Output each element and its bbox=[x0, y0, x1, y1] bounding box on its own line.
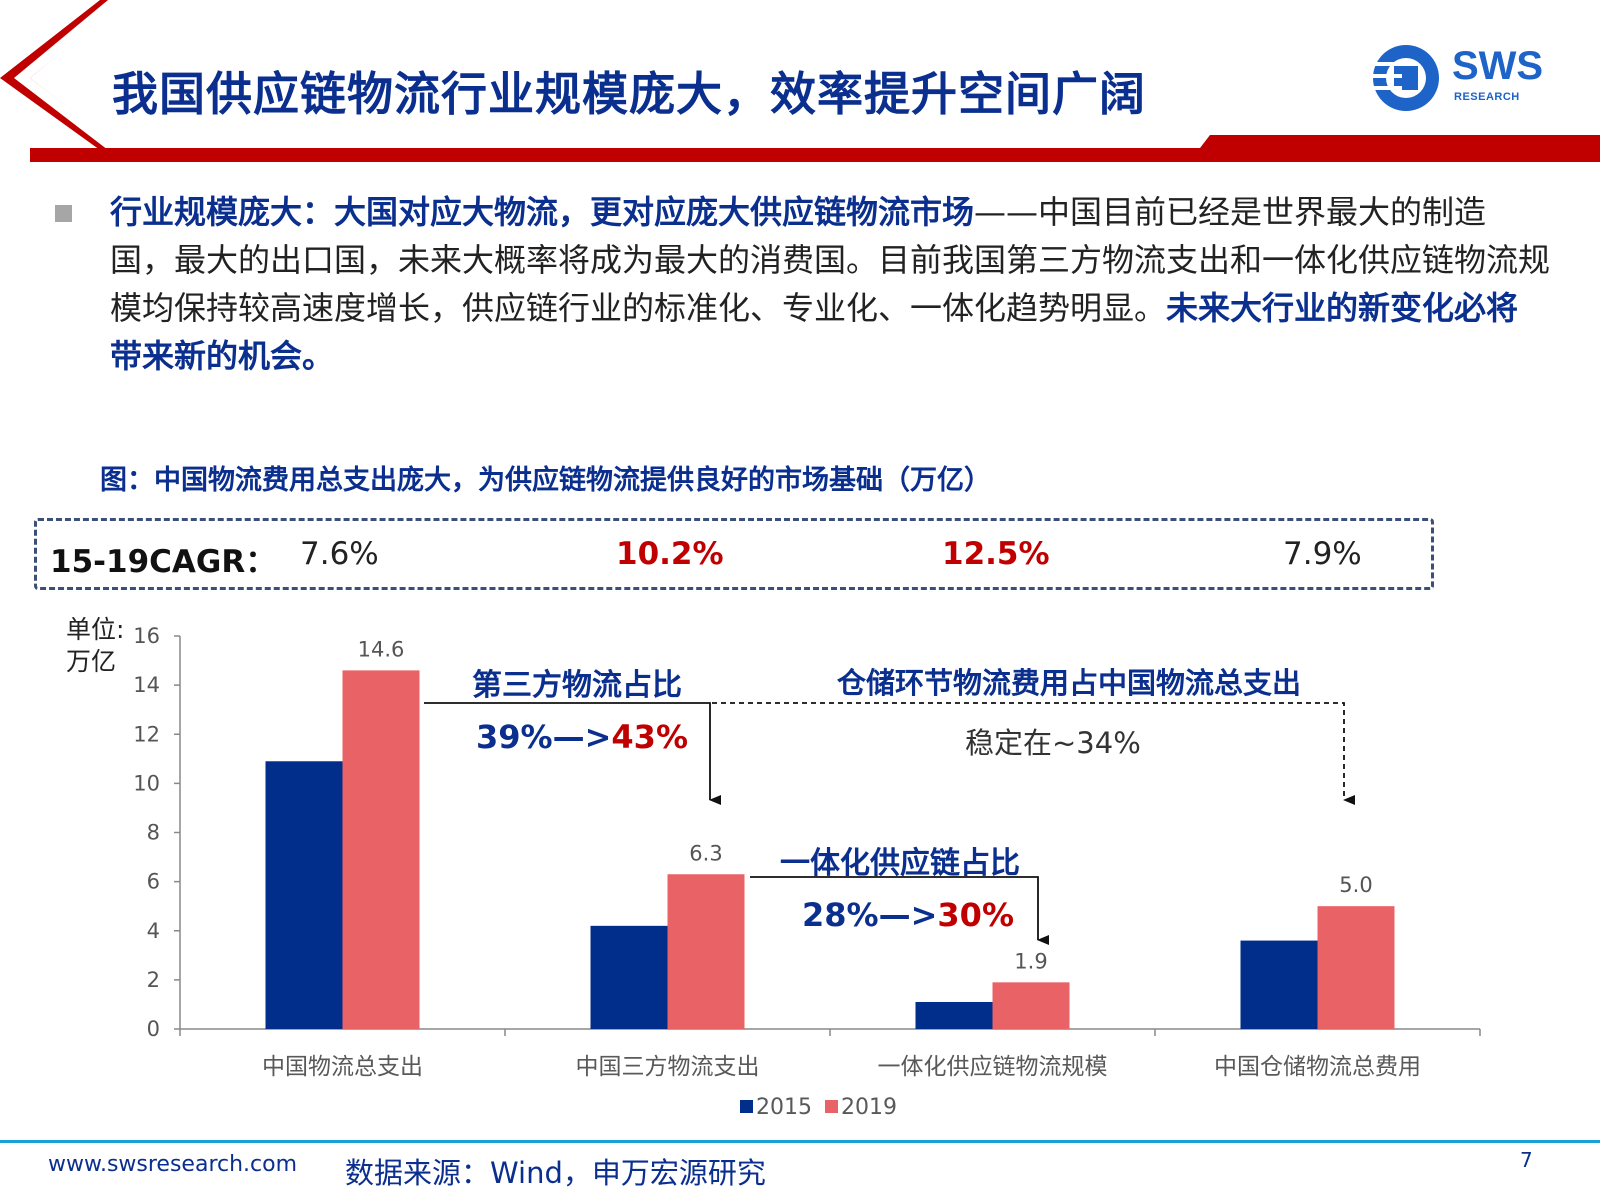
bar-2015-1 bbox=[265, 761, 343, 1029]
bar-2019-3 bbox=[992, 982, 1070, 1029]
data-source: 数据来源：Wind，申万宏源研究 bbox=[345, 1156, 766, 1190]
bar-2019-2 bbox=[667, 874, 745, 1029]
data-label: 14.6 bbox=[358, 637, 405, 661]
cagr-box bbox=[34, 518, 1434, 590]
y-tick-label: 0 bbox=[147, 1017, 160, 1041]
cagr-value-3: 12.5% bbox=[942, 536, 1050, 572]
x-category-label: 中国仓储物流总费用 bbox=[1214, 1054, 1421, 1080]
bar-2015-4 bbox=[1240, 940, 1318, 1029]
legend-label-2015: 2015 bbox=[756, 1095, 812, 1120]
highlight-text-2: 未来大行业的新变化必将带来新的机会。 bbox=[110, 289, 1519, 375]
integrated-from: 28%—> bbox=[802, 896, 938, 934]
summary-paragraph: 行业规模庞大：大国对应大物流，更对应庞大供应链物流市场——中国目前已经是世界最大… bbox=[110, 188, 1550, 380]
bullet-square-icon bbox=[55, 205, 72, 222]
third-party-from: 39%—> bbox=[476, 718, 612, 756]
cagr-value-2: 10.2% bbox=[616, 536, 724, 572]
logo-subtext: RESEARCH bbox=[1454, 91, 1520, 103]
y-axis-unit: 单位: 万亿 bbox=[66, 614, 124, 678]
bar-2019-4 bbox=[1317, 906, 1395, 1029]
y-tick-label: 14 bbox=[133, 673, 160, 697]
data-label: 1.9 bbox=[1014, 949, 1047, 973]
data-label: 6.3 bbox=[689, 841, 722, 865]
cagr-value-4: 7.9% bbox=[1283, 536, 1362, 572]
cagr-value-1: 7.6% bbox=[300, 536, 379, 572]
y-tick-label: 8 bbox=[147, 821, 160, 845]
header-decoration bbox=[0, 0, 1600, 162]
footer-url[interactable]: www.swsresearch.com bbox=[48, 1152, 298, 1177]
warehouse-share-value: 稳定在~34% bbox=[965, 726, 1141, 760]
legend-swatch-2015 bbox=[740, 1100, 753, 1113]
y-tick-label: 6 bbox=[147, 870, 160, 894]
figure-caption: 图：中国物流费用总支出庞大，为供应链物流提供良好的市场基础（万亿） bbox=[100, 465, 991, 496]
body-text: ——中国目前已经是世界最大的制造国，最大的出口国，未来大概率将成为最大的消费国。… bbox=[110, 193, 1551, 327]
logo-text: SWS bbox=[1452, 44, 1544, 88]
cagr-label: 15-19CAGR： bbox=[50, 544, 277, 580]
bar-chart: 0 2 4 6 8 10 12 14 16 14.6 中国物流总支出 6.3 中国三方物流支出 1.9 一体… bbox=[133, 624, 1481, 1120]
page-title: 我国供应链物流行业规模庞大，效率提升空间广阔 bbox=[112, 67, 1146, 121]
x-category-label: 中国物流总支出 bbox=[262, 1054, 423, 1080]
highlight-text-1: 行业规模庞大：大国对应大物流，更对应庞大供应链物流市场 bbox=[110, 193, 975, 231]
bar-2015-3 bbox=[915, 1001, 993, 1029]
bar-2015-2 bbox=[590, 925, 668, 1029]
y-tick-label: 16 bbox=[133, 624, 160, 648]
page-number: 7 bbox=[1520, 1148, 1533, 1172]
x-category-label: 中国三方物流支出 bbox=[576, 1054, 760, 1080]
integrated-share-title: 一体化供应链占比 bbox=[780, 846, 1020, 881]
third-party-to: 43% bbox=[611, 718, 688, 756]
x-category-label: 一体化供应链物流规模 bbox=[878, 1054, 1108, 1080]
third-party-share-value: 39%—>43% bbox=[476, 718, 688, 756]
data-label: 5.0 bbox=[1339, 873, 1372, 897]
unit-line-2: 万亿 bbox=[66, 647, 117, 676]
y-tick-label: 10 bbox=[133, 771, 160, 795]
sws-logo-icon bbox=[1368, 45, 1439, 111]
y-tick-label: 2 bbox=[147, 968, 160, 992]
y-tick-label: 12 bbox=[133, 722, 160, 746]
legend-swatch-2019 bbox=[825, 1100, 838, 1113]
integrated-share-value: 28%—>30% bbox=[802, 896, 1014, 934]
integrated-to: 30% bbox=[937, 896, 1014, 934]
bar-2019-1 bbox=[342, 670, 420, 1029]
y-tick-label: 4 bbox=[147, 919, 160, 943]
footer-line bbox=[0, 1140, 1600, 1143]
warehouse-share-title: 仓储环节物流费用占中国物流总支出 bbox=[837, 666, 1302, 700]
third-party-share-title: 第三方物流占比 bbox=[472, 668, 682, 703]
unit-line-1: 单位: bbox=[66, 615, 125, 644]
legend-label-2019: 2019 bbox=[841, 1095, 897, 1120]
